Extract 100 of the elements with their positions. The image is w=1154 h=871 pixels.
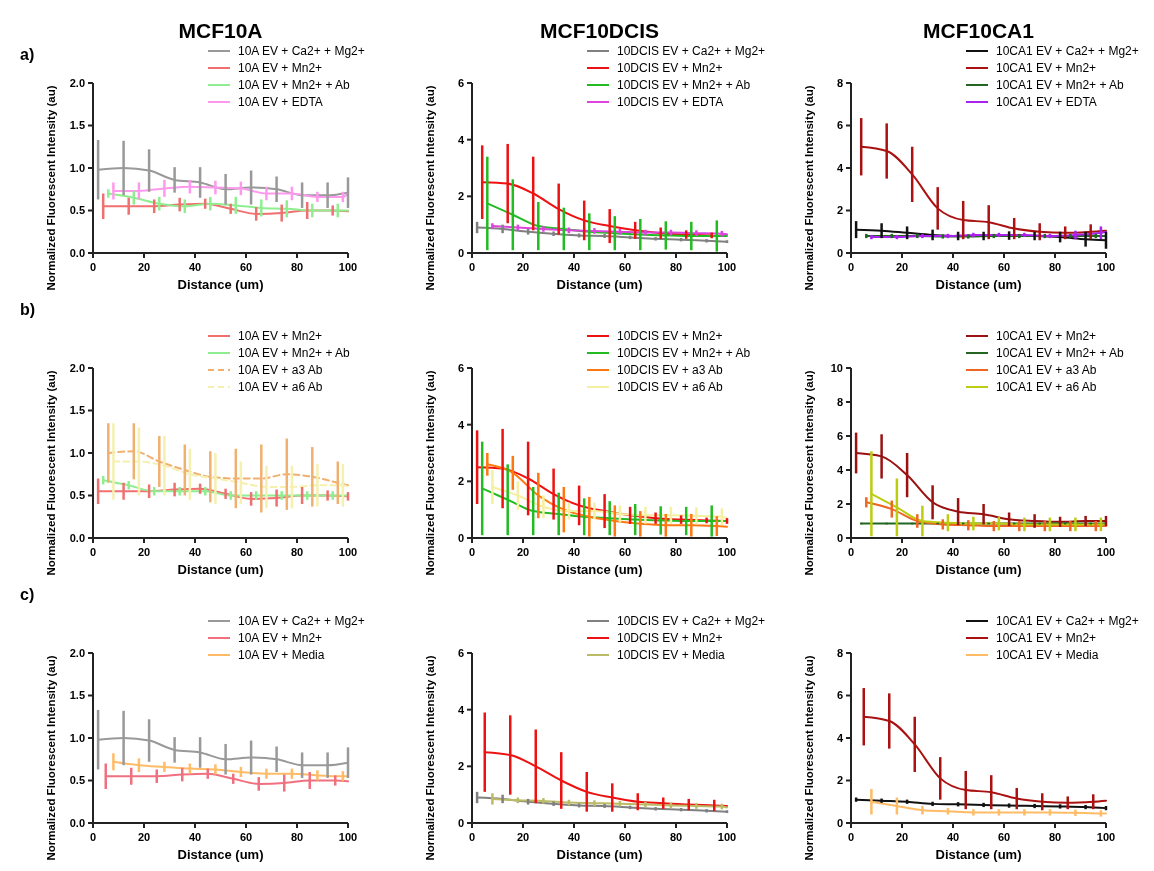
- legend-label: 10A EV + Media: [238, 648, 325, 663]
- legend-label: 10A EV + Mn2+: [238, 329, 323, 344]
- x-axis-title: Distance (um): [177, 847, 264, 862]
- x-tick-label: 0: [468, 261, 476, 273]
- x-tick-label: 0: [847, 546, 855, 558]
- y-tick-label: 8: [836, 646, 843, 659]
- legend-label: 10A EV + a3 Ab: [238, 363, 323, 378]
- y-tick-label: 6: [457, 76, 464, 89]
- x-tick-label: 40: [188, 546, 202, 558]
- x-tick-label: 0: [847, 261, 855, 273]
- legend-label: 10DCIS EV + a6 Ab: [617, 380, 724, 395]
- legend-label: 10DCIS EV + Mn2+: [617, 329, 723, 344]
- x-tick-label: 0: [468, 831, 476, 843]
- x-tick-label: 100: [717, 546, 737, 558]
- y-tick-label: 10: [830, 361, 843, 374]
- chart-title: MCF10A: [178, 19, 263, 42]
- x-tick-label: 40: [567, 546, 581, 558]
- x-tick-label: 20: [137, 261, 151, 273]
- y-axis-title: Normalized Fluorescent Intensity (au): [45, 655, 57, 861]
- x-tick-label: 40: [946, 831, 960, 843]
- legend-label: 10CA1 EV + Mn2+ + Ab: [996, 78, 1125, 93]
- y-tick-label: 6: [457, 361, 464, 374]
- x-tick-label: 40: [188, 261, 202, 273]
- legend-label: 10A EV + Mn2+ + Ab: [238, 346, 351, 361]
- x-tick-label: 80: [290, 831, 304, 843]
- x-axis-title: Distance (um): [935, 847, 1022, 862]
- x-axis-title: Distance (um): [556, 277, 643, 292]
- y-tick-label: 2.0: [69, 76, 85, 89]
- legend-label: 10CA1 EV + Ca2+ + Mg2+: [996, 44, 1139, 59]
- y-tick-label: 8: [836, 76, 843, 89]
- y-axis-title: Normalized Fluorescent Intensity (au): [803, 85, 815, 291]
- y-axis-title: Normalized Fluorescent Intensity (au): [45, 370, 57, 576]
- y-tick-label: 4: [836, 731, 844, 744]
- y-tick-label: 1.0: [69, 446, 85, 459]
- y-tick-label: 1.0: [69, 731, 85, 744]
- x-tick-label: 100: [338, 261, 358, 273]
- x-tick-label: 20: [516, 546, 530, 558]
- y-tick-label: 2: [457, 190, 464, 203]
- legend-label: 10A EV + Ca2+ + Mg2+: [238, 44, 365, 59]
- x-tick-label: 60: [239, 546, 253, 558]
- x-tick-label: 100: [717, 831, 737, 843]
- y-tick-label: 0: [457, 816, 464, 829]
- legend-label: 10A EV + Mn2+: [238, 631, 323, 646]
- legend-label: 10CA1 EV + Mn2+: [996, 631, 1097, 646]
- legend-label: 10CA1 EV + Mn2+: [996, 61, 1097, 76]
- y-tick-label: 1.0: [69, 161, 85, 174]
- legend-label: 10CA1 EV + a3 Ab: [996, 363, 1097, 378]
- y-axis-title: Normalized Fluorescent Intensity (au): [424, 655, 436, 861]
- chart-title: MCF10DCIS: [539, 19, 660, 42]
- x-tick-label: 20: [895, 546, 909, 558]
- legend-label: 10A EV + Mn2+ + Ab: [238, 78, 351, 93]
- y-tick-label: 2: [457, 475, 464, 488]
- x-tick-label: 20: [516, 261, 530, 273]
- y-tick-label: 6: [836, 119, 843, 132]
- x-tick-label: 80: [1048, 261, 1062, 273]
- legend-label: 10DCIS EV + Ca2+ + Mg2+: [617, 614, 766, 629]
- y-tick-label: 2: [836, 204, 843, 217]
- x-tick-label: 0: [89, 261, 97, 273]
- legend-label: 10A EV + Ca2+ + Mg2+: [238, 614, 365, 629]
- y-tick-label: 2.0: [69, 361, 85, 374]
- y-tick-label: 2: [836, 497, 843, 510]
- y-tick-label: 0.5: [69, 489, 85, 502]
- y-tick-label: 0.0: [69, 816, 85, 829]
- legend-label: 10CA1 EV + EDTA: [996, 95, 1097, 110]
- x-tick-label: 40: [946, 546, 960, 558]
- x-tick-label: 100: [338, 831, 358, 843]
- y-tick-label: 0.0: [69, 531, 85, 544]
- y-tick-label: 1.5: [69, 689, 85, 702]
- y-tick-label: 4: [457, 703, 465, 716]
- legend-label: 10DCIS EV + Mn2+ + Ab: [617, 78, 751, 93]
- x-tick-label: 0: [847, 831, 855, 843]
- y-tick-label: 8: [836, 395, 843, 408]
- x-axis-title: Distance (um): [935, 562, 1022, 577]
- y-tick-label: 6: [836, 429, 843, 442]
- x-tick-label: 0: [89, 546, 97, 558]
- x-axis-title: Distance (um): [177, 562, 264, 577]
- x-tick-label: 0: [89, 831, 97, 843]
- y-tick-label: 0: [836, 531, 843, 544]
- x-tick-label: 40: [946, 261, 960, 273]
- text: b): [20, 301, 36, 318]
- y-axis-title: Normalized Fluorescent Intensity (au): [424, 85, 436, 291]
- legend-label: 10DCIS EV + Mn2+: [617, 631, 723, 646]
- x-tick-label: 60: [618, 261, 632, 273]
- x-tick-label: 60: [618, 831, 632, 843]
- y-axis-title: Normalized Fluorescent Intensity (au): [803, 370, 815, 576]
- x-tick-label: 80: [290, 261, 304, 273]
- y-tick-label: 0.0: [69, 246, 85, 259]
- text: c): [20, 586, 35, 603]
- legend-label: 10DCIS EV + Mn2+ + Ab: [617, 346, 751, 361]
- y-tick-label: 4: [836, 463, 844, 476]
- x-tick-label: 80: [1048, 546, 1062, 558]
- legend-label: 10DCIS EV + Media: [617, 648, 726, 663]
- legend-label: 10CA1 EV + Media: [996, 648, 1099, 663]
- x-tick-label: 80: [290, 546, 304, 558]
- y-tick-label: 4: [457, 418, 465, 431]
- y-tick-label: 0.5: [69, 204, 85, 217]
- x-axis-title: Distance (um): [556, 847, 643, 862]
- legend-label: 10DCIS EV + EDTA: [617, 95, 724, 110]
- x-tick-label: 20: [516, 831, 530, 843]
- legend-label: 10CA1 EV + Ca2+ + Mg2+: [996, 614, 1139, 629]
